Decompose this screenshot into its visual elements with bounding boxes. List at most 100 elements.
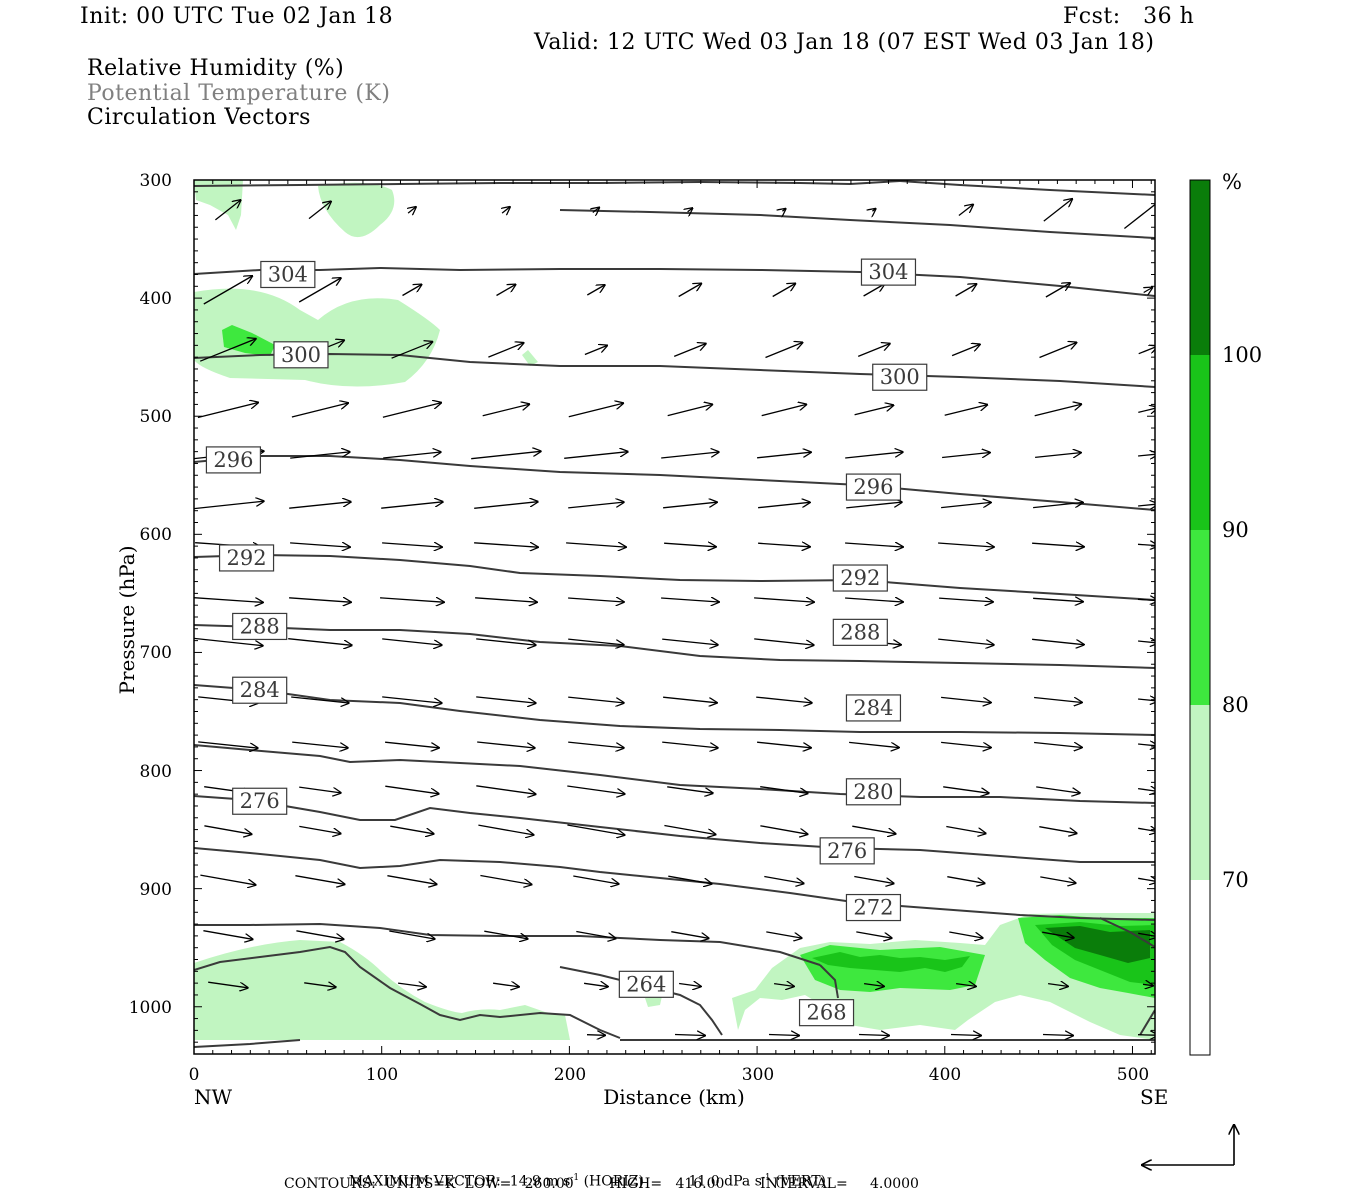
circulation-vector — [476, 785, 535, 794]
circulation-vector — [214, 200, 240, 221]
forecast-hour: Fcst: 36 h — [1063, 4, 1195, 29]
reference-vector-icon — [1142, 1125, 1234, 1165]
circulation-vector — [662, 741, 718, 748]
circulation-vector — [402, 285, 422, 297]
circulation-vector — [484, 930, 527, 939]
circulation-vector — [857, 344, 890, 358]
circulation-vector — [956, 984, 976, 987]
circulation-vector — [568, 403, 623, 418]
isentrope-line — [194, 455, 1155, 511]
horiz-exp: -1 — [570, 1173, 580, 1183]
circulation-vector — [942, 453, 990, 459]
isentrope-label: 304 — [860, 258, 917, 286]
circulation-vector — [477, 741, 535, 748]
circulation-vector — [760, 786, 808, 794]
circulation-vector — [390, 825, 433, 834]
circulation-vector — [1042, 931, 1074, 938]
circulation-vector — [1045, 283, 1070, 298]
colorbar-swatch — [1190, 355, 1210, 530]
circulation-vector — [1042, 1035, 1073, 1036]
y-tick-label: 300 — [140, 171, 172, 191]
isentrope-line — [194, 180, 901, 187]
circulation-vector — [1142, 984, 1153, 985]
x-tick-label: 100 — [366, 1065, 398, 1085]
circulation-vector — [478, 824, 533, 835]
isentrope-line — [559, 209, 1155, 239]
rh-shading — [194, 180, 1155, 1040]
circulation-vector — [382, 638, 442, 645]
circulation-vector — [664, 824, 715, 835]
circulation-vector — [1039, 343, 1077, 359]
circulation-vector — [1035, 453, 1081, 459]
circulation-vector — [688, 208, 693, 212]
rh70-region — [194, 288, 440, 387]
x-tick-label: 0 — [189, 1065, 200, 1085]
field-rh: Relative Humidity (%) — [87, 56, 345, 81]
colorbar-level: 100 — [1222, 343, 1262, 367]
circulation-vector — [593, 208, 599, 213]
circulation-vector — [852, 825, 895, 834]
circulation-vector — [943, 786, 989, 793]
circulation-vector — [381, 502, 443, 509]
isentrope-label: 284 — [845, 694, 902, 722]
circulation-vector — [308, 201, 331, 220]
circulation-vector — [1034, 741, 1082, 748]
isentrope-line — [194, 945, 621, 1039]
rh70-region — [318, 182, 395, 238]
circulation-vector — [754, 638, 814, 645]
isentrope-line — [194, 847, 1155, 921]
circulation-vector — [774, 984, 794, 987]
circulation-vector — [958, 205, 973, 217]
circulation-vector — [568, 638, 624, 645]
y-tick-label: 700 — [140, 643, 172, 663]
circulation-vector — [198, 741, 258, 748]
rh70-region — [194, 940, 570, 1040]
circulation-vector — [385, 741, 439, 748]
rh70-region — [645, 996, 662, 1007]
circulation-vector — [391, 342, 433, 359]
circulation-vector — [941, 741, 991, 747]
circulation-vector — [661, 452, 719, 459]
circulation-vector — [290, 543, 350, 547]
circulation-vector — [766, 931, 801, 938]
isentrope-label: 296 — [845, 473, 902, 501]
svg-text:292: 292 — [227, 546, 267, 570]
circulation-vector — [482, 404, 530, 417]
isentrope-label: 292 — [218, 544, 275, 572]
circulation-vector — [671, 931, 708, 939]
x-tick-label: 500 — [1117, 1065, 1149, 1085]
x-tick-label: 200 — [554, 1065, 586, 1085]
isentrope-line — [194, 553, 1155, 601]
circulation-vector — [663, 696, 717, 703]
circulation-vector — [768, 1035, 799, 1036]
isentrope-line — [194, 744, 1155, 804]
contours-line: CONTOURS: UNITS=K LOW= 260.00 HIGH= 416.… — [284, 1176, 919, 1192]
svg-text:284: 284 — [240, 678, 280, 702]
circulation-vector — [944, 405, 988, 416]
init-time: Init: 00 UTC Tue 02 Jan 18 — [80, 4, 394, 29]
minor-ticks — [193, 179, 1155, 1055]
circulation-vector — [304, 983, 336, 987]
circulation-vector — [1033, 502, 1083, 509]
circulation-vector — [584, 346, 607, 356]
rh70-region — [194, 180, 243, 230]
circulation-vector — [760, 825, 807, 834]
circulation-vector — [383, 452, 441, 459]
circulation-vector — [199, 339, 256, 362]
circulation-vector — [389, 930, 434, 939]
max-vector-line: MAXIMUM VECTOR: 14.9 m s-1 (HORIZ) 11.0 … — [340, 1157, 826, 1190]
colorbar-swatch — [1190, 880, 1210, 1055]
circulation-vector — [949, 931, 982, 938]
circulation-vector — [938, 638, 994, 645]
circulation-vector — [1034, 404, 1082, 417]
isentrope-labels: 304 304 300 300 296 296 292 292 288 288 284 284 276 2… — [205, 258, 928, 1027]
circulation-vector — [849, 741, 899, 747]
circulation-vector — [289, 598, 351, 602]
isentrope-label: 284 — [232, 676, 288, 704]
valid-time: Valid: 12 UTC Wed 03 Jan 18 (07 EST Wed … — [534, 30, 1155, 55]
isentrope-line — [819, 964, 839, 999]
circulation-vector — [288, 638, 352, 646]
circulation-vector — [476, 696, 536, 703]
circulation-vector — [858, 1035, 889, 1036]
